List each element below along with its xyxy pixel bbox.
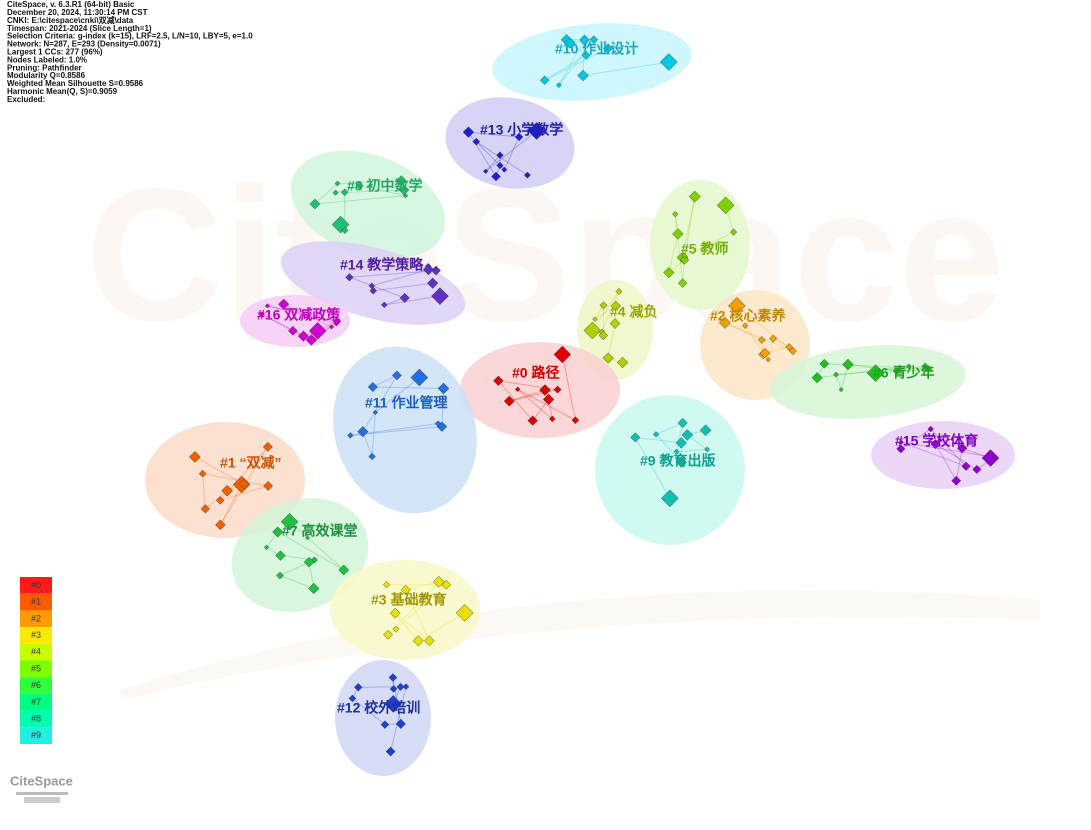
cluster-area: [335, 660, 431, 776]
legend-label: #2: [31, 613, 41, 623]
cluster-label: #14 教学策略: [340, 257, 424, 273]
legend-label: #0: [31, 580, 41, 590]
info-line: Excluded:: [7, 95, 45, 104]
legend-label: #5: [31, 663, 41, 673]
cluster-area: [595, 395, 745, 545]
cluster-label: #2 核心素养: [710, 308, 786, 324]
legend-label: #9: [31, 730, 41, 740]
legend-label: #1: [31, 597, 41, 607]
cluster-label: #8 初中数学: [347, 178, 422, 194]
logo-bar: [24, 797, 60, 803]
logo: CiteSpace: [10, 773, 73, 803]
cluster-label: #7 高效课堂: [282, 523, 357, 539]
cluster-label: #13 小学数学: [480, 122, 563, 138]
cluster-label: #1 “双减”: [220, 455, 281, 471]
cluster-label: #5 教师: [681, 241, 728, 257]
legend-label: #4: [31, 647, 41, 657]
cluster-label: #3 基础教育: [371, 592, 446, 608]
legend-label: #3: [31, 630, 41, 640]
cluster-area: [330, 560, 480, 660]
legend-label: #6: [31, 680, 41, 690]
cluster-label: #0 路径: [512, 365, 559, 381]
logo-text: CiteSpace: [10, 773, 73, 788]
info-panel: CiteSpace, v. 6.3.R1 (64-bit) BasicDecem…: [7, 0, 253, 104]
cluster-label: #12 校外培训: [337, 700, 420, 716]
logo-bar: [16, 792, 68, 795]
cluster-label: #6 青少年: [873, 365, 934, 381]
cluster-label: #4 减负: [610, 304, 657, 320]
cluster-label: #16 双减政策: [257, 307, 341, 323]
cluster-label: #11 作业管理: [365, 395, 447, 411]
legend: #0 #1 #2 #3 #4 #5 #6 #7 #8 #9: [20, 577, 52, 744]
cluster-label: #10 作业设计: [555, 41, 638, 57]
legend-label: #7: [31, 697, 41, 707]
legend-label: #8: [31, 713, 41, 723]
cluster-label: #15 学校体育: [895, 433, 978, 449]
cluster-label: #9 教育出版: [640, 453, 715, 469]
